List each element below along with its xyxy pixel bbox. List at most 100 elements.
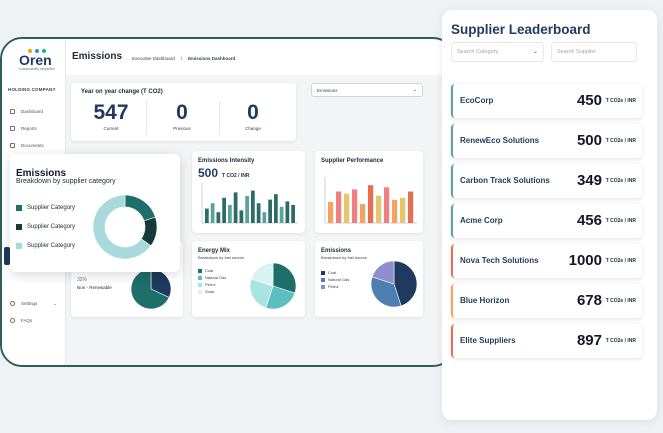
logo-dot-3: [42, 49, 46, 53]
legend-item: Natural Gas: [198, 274, 226, 281]
sidebar-item-label: Settings: [21, 301, 38, 306]
sidebar-item-reports[interactable]: Reports: [10, 120, 44, 137]
chart-bar: [251, 190, 255, 223]
stat-change: 0 Change: [218, 102, 288, 132]
emissions-fuel-card: Emissions Breakdown by fuel source Coal N…: [315, 241, 423, 317]
chevron-down-icon: ⌄: [532, 49, 538, 55]
supplier-name: Acme Corp: [460, 216, 503, 225]
document-icon: [10, 126, 15, 131]
renewable-percent: 32%: [77, 277, 88, 283]
chart-bar: [336, 191, 342, 223]
energy-mix-legend: Coal Natural Gas Petrol Solar: [198, 267, 226, 295]
emissions-filter-select[interactable]: Emissions ⌄: [311, 83, 423, 97]
supplier-performance-bar-chart: [324, 177, 417, 224]
chart-bar: [328, 202, 334, 223]
legend-swatch: [321, 284, 325, 289]
sidebar-item-settings[interactable]: Settings ⌄: [10, 295, 57, 312]
leaderboard-row[interactable]: Blue Horizon 678 T CO2e / INR: [451, 284, 642, 318]
renewable-pie-chart: [130, 268, 172, 310]
supplier-value: 897: [576, 332, 602, 349]
help-icon: [10, 318, 15, 323]
grid-icon: [10, 109, 15, 114]
leaderboard-row[interactable]: Carbon Track Solutions 349 T CO2e / INR: [451, 164, 642, 198]
legend-swatch: [16, 223, 22, 230]
chart-bar: [262, 212, 267, 223]
supplier-name: Blue Horizon: [460, 296, 510, 305]
legend-label: Coal: [328, 270, 337, 275]
leaderboard-title: Supplier Leaderboard: [451, 22, 591, 37]
chart-bar: [368, 185, 374, 223]
logo-tagline: sustainability simplified: [19, 67, 55, 71]
pie-slice: [265, 285, 296, 310]
search-supplier-input[interactable]: Search Supplier: [551, 42, 637, 62]
intensity-value: 500: [198, 166, 219, 180]
emissions-fuel-legend: Coal Natural Gas Petrol: [321, 269, 349, 290]
donut-segment: [92, 194, 152, 260]
breadcrumb-executive-dashboard[interactable]: Executive Dashboard: [132, 56, 175, 61]
float-card-subtitle: Breakdown by supplier category: [16, 178, 116, 185]
legend-label: Solar: [205, 289, 215, 294]
chart-bar: [279, 206, 284, 223]
chart-bar: [205, 208, 209, 223]
sidebar-item-dashboard[interactable]: Dashboard: [10, 103, 44, 120]
supplier-unit: T CO2e / INR: [605, 218, 636, 224]
leaderboard-row[interactable]: EcoCorp 450 T CO2e / INR: [451, 84, 642, 118]
supplier-value: 450: [576, 92, 602, 109]
legend-swatch: [321, 270, 325, 275]
stat-label: Current: [103, 126, 119, 131]
sidebar-item-documents[interactable]: Documents: [10, 137, 44, 154]
logo-text: Oren: [19, 52, 52, 68]
chart-bar: [384, 187, 390, 223]
logo: Oren sustainability simplified: [19, 49, 55, 71]
supplier-unit: T CO2e / INR: [605, 98, 636, 104]
legend-swatch: [16, 204, 22, 211]
legend-label: Natural Gas: [205, 275, 227, 280]
donut-segment: [124, 194, 156, 222]
chart-bar: [376, 195, 382, 223]
stat-divider: [219, 101, 220, 135]
stat-previous: 0 Previous: [147, 102, 217, 132]
emissions-fuel-pie-chart: [370, 260, 418, 308]
leaderboard-row[interactable]: RenewEco Solutions 500 T CO2e / INR: [451, 124, 642, 158]
intensity-value-row: 500 T CO2 / INR: [198, 166, 250, 180]
gear-icon: [10, 301, 15, 306]
chart-bar: [233, 192, 238, 223]
pie-slice: [272, 262, 297, 294]
intensity-bar-chart: [201, 183, 298, 224]
leaderboard-row[interactable]: Acme Corp 456 T CO2e / INR: [451, 204, 642, 238]
legend-label: Natural Gas: [328, 277, 350, 282]
leaderboard-row[interactable]: Nova Tech Solutions 1000 T CO2e / INR: [451, 244, 642, 278]
chart-bar: [210, 203, 215, 223]
supplier-name: EcoCorp: [460, 96, 494, 105]
legend-label: Supplier Category: [27, 242, 76, 249]
supplier-value: 1000: [568, 252, 602, 269]
breadcrumb-separator: /: [180, 56, 183, 61]
card-subtitle: Breakdown by fuel source: [321, 255, 368, 260]
legend-label: Petrol: [328, 284, 339, 289]
legend-item: Supplier Category: [16, 236, 75, 255]
stat-divider: [146, 101, 147, 135]
emissions-intensity-card: Emissions Intensity 500 T CO2 / INR: [192, 151, 305, 233]
supplier-unit: T CO2e / INR: [605, 258, 636, 264]
chart-bar: [222, 197, 226, 223]
chart-bar: [228, 205, 232, 223]
sidebar-active-indicator: [4, 247, 10, 265]
supplier-value: 678: [576, 292, 602, 309]
yoy-title: Year on year change (T CO2): [81, 89, 163, 95]
supplier-value: 349: [576, 172, 602, 189]
chart-bar: [408, 191, 414, 223]
legend-swatch: [198, 275, 202, 280]
supplier-unit: T CO2e / INR: [605, 178, 636, 184]
leaderboard-row[interactable]: Elite Suppliers 897 T CO2e / INR: [451, 324, 642, 358]
sidebar-item-faqs[interactable]: FAQs: [10, 312, 57, 329]
supplier-name: RenewEco Solutions: [460, 136, 540, 145]
card-title: Emissions Intensity: [198, 158, 255, 164]
card-title: Emissions: [321, 248, 352, 254]
legend-label: Coal: [205, 268, 214, 273]
file-icon: [10, 143, 15, 148]
page-title: Emissions: [72, 51, 123, 62]
search-category-select[interactable]: Search Category ⌄: [451, 42, 544, 62]
legend-swatch: [198, 289, 202, 294]
stat-label: Previous: [173, 126, 191, 131]
chart-bar: [256, 203, 261, 223]
